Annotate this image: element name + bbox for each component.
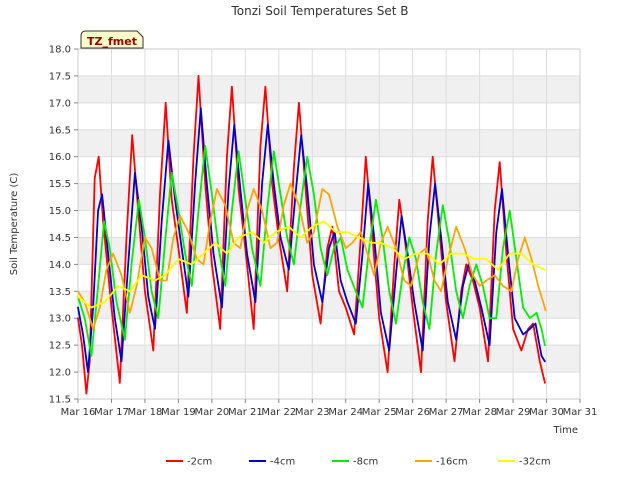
site-badge: TZ_fmet <box>80 30 144 49</box>
y-tick-label: 14.5 <box>49 233 71 244</box>
background-band <box>78 75 580 103</box>
x-tick-label: Mar 18 <box>128 407 163 418</box>
y-tick-label: 13.0 <box>49 314 71 325</box>
badge-label: TZ_fmet <box>87 35 137 48</box>
chart-title: Tonzi Soil Temperatures Set B <box>231 4 409 18</box>
y-tick-label: 13.5 <box>49 287 71 298</box>
y-tick-label: 15.0 <box>49 206 71 217</box>
series-line-32cm <box>77 220 546 309</box>
y-tick-label: 17.5 <box>49 71 71 82</box>
series-line-16cm <box>77 182 547 330</box>
legend-item: -32cm <box>498 457 551 468</box>
legend-item: -8cm <box>332 457 378 468</box>
y-tick-label: 14.0 <box>49 260 71 271</box>
legend-item: -2cm <box>166 457 212 468</box>
x-tick-label: Mar 16 <box>61 407 96 418</box>
x-tick-label: Mar 19 <box>161 407 196 418</box>
legend-label: -8cm <box>353 457 378 468</box>
x-tick-label: Mar 25 <box>362 407 397 418</box>
y-tick-label: 17.0 <box>49 98 71 109</box>
badge-box <box>80 30 144 49</box>
legend-label: -2cm <box>187 457 212 468</box>
x-tick-label: Mar 30 <box>529 407 564 418</box>
series-line-8cm <box>77 144 546 357</box>
x-tick-label: Mar 29 <box>496 407 531 418</box>
x-tick-label: Mar 23 <box>295 407 330 418</box>
x-axis-title: Time <box>553 425 578 436</box>
plot-frame <box>77 48 581 400</box>
x-tick-label: Mar 27 <box>429 407 464 418</box>
y-tick-label: 16.5 <box>49 125 71 136</box>
series-line-2cm <box>77 75 546 395</box>
y-tick-label: 11.5 <box>49 395 71 406</box>
background-band <box>78 129 580 157</box>
y-tick-label: 12.0 <box>49 368 71 379</box>
series-lines <box>77 75 547 395</box>
x-tick-label: Mar 24 <box>328 407 363 418</box>
y-tick-label: 16.0 <box>49 152 71 163</box>
y-axis-ticks: 11.5 12.0 12.5 13.0 13.5 14.0 14.5 15.0 15.5 16.0… <box>49 45 78 406</box>
y-tick-label: 15.5 <box>49 179 71 190</box>
x-tick-label: Mar 20 <box>194 407 229 418</box>
y-tick-label: 18.0 <box>49 45 71 56</box>
legend-item: -16cm <box>415 457 468 468</box>
x-tick-label: Mar 17 <box>94 407 129 418</box>
legend-label: -32cm <box>519 457 551 468</box>
background-band <box>78 345 580 373</box>
x-tick-label: Mar 21 <box>228 407 263 418</box>
y-axis-title: Soil Temperature (C) <box>9 173 20 276</box>
legend: -2cm -4cm -8cm -16cm -32cm <box>166 457 551 468</box>
legend-item: -4cm <box>249 457 295 468</box>
y-tick-label: 12.5 <box>49 341 71 352</box>
x-tick-label: Mar 31 <box>563 407 598 418</box>
x-tick-label: Mar 26 <box>395 407 430 418</box>
legend-label: -16cm <box>436 457 468 468</box>
legend-label: -4cm <box>270 457 295 468</box>
x-tick-label: Mar 22 <box>261 407 296 418</box>
x-tick-label: Mar 28 <box>462 407 497 418</box>
